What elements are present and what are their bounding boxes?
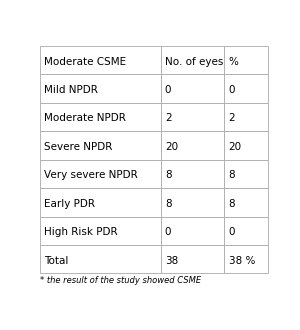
Text: 2: 2 [229,114,235,123]
Text: 8: 8 [165,199,171,209]
Bar [224,74,268,103]
Bar [40,188,160,216]
Text: Mild NPDR: Mild NPDR [44,85,98,95]
Text: Early PDR: Early PDR [44,199,95,209]
Bar [224,131,268,160]
Text: Moderate CSME: Moderate CSME [44,56,126,67]
Text: 20: 20 [229,142,242,152]
Text: Total: Total [44,255,68,266]
Bar [40,46,160,74]
Text: %: % [229,56,238,67]
Bar [160,245,224,273]
Bar [40,103,160,131]
Bar [40,160,160,188]
Bar [40,216,160,245]
Text: 20: 20 [165,142,178,152]
Bar [160,46,224,74]
Text: Very severe NPDR: Very severe NPDR [44,170,138,180]
Text: 8: 8 [165,170,171,180]
Bar [160,188,224,216]
Text: High Risk PDR: High Risk PDR [44,227,118,237]
Text: Moderate NPDR: Moderate NPDR [44,114,126,123]
Text: 0: 0 [229,227,235,237]
Text: 0: 0 [229,85,235,95]
Text: 2: 2 [165,114,171,123]
Bar [224,160,268,188]
Bar [160,74,224,103]
Text: 38: 38 [165,255,178,266]
Text: 8: 8 [229,199,235,209]
Text: * the result of the study showed CSME: * the result of the study showed CSME [40,276,201,285]
Bar [160,216,224,245]
Text: 0: 0 [165,227,171,237]
Bar [224,103,268,131]
Text: 0: 0 [165,85,171,95]
Text: No. of eyes: No. of eyes [165,56,223,67]
Bar [224,245,268,273]
Bar [224,188,268,216]
Bar [160,160,224,188]
Bar [160,131,224,160]
Bar [224,216,268,245]
Bar [40,131,160,160]
Text: 8: 8 [229,170,235,180]
Text: 38 %: 38 % [229,255,255,266]
Text: Severe NPDR: Severe NPDR [44,142,112,152]
Bar [40,74,160,103]
Bar [224,46,268,74]
Bar [40,245,160,273]
Bar [160,103,224,131]
